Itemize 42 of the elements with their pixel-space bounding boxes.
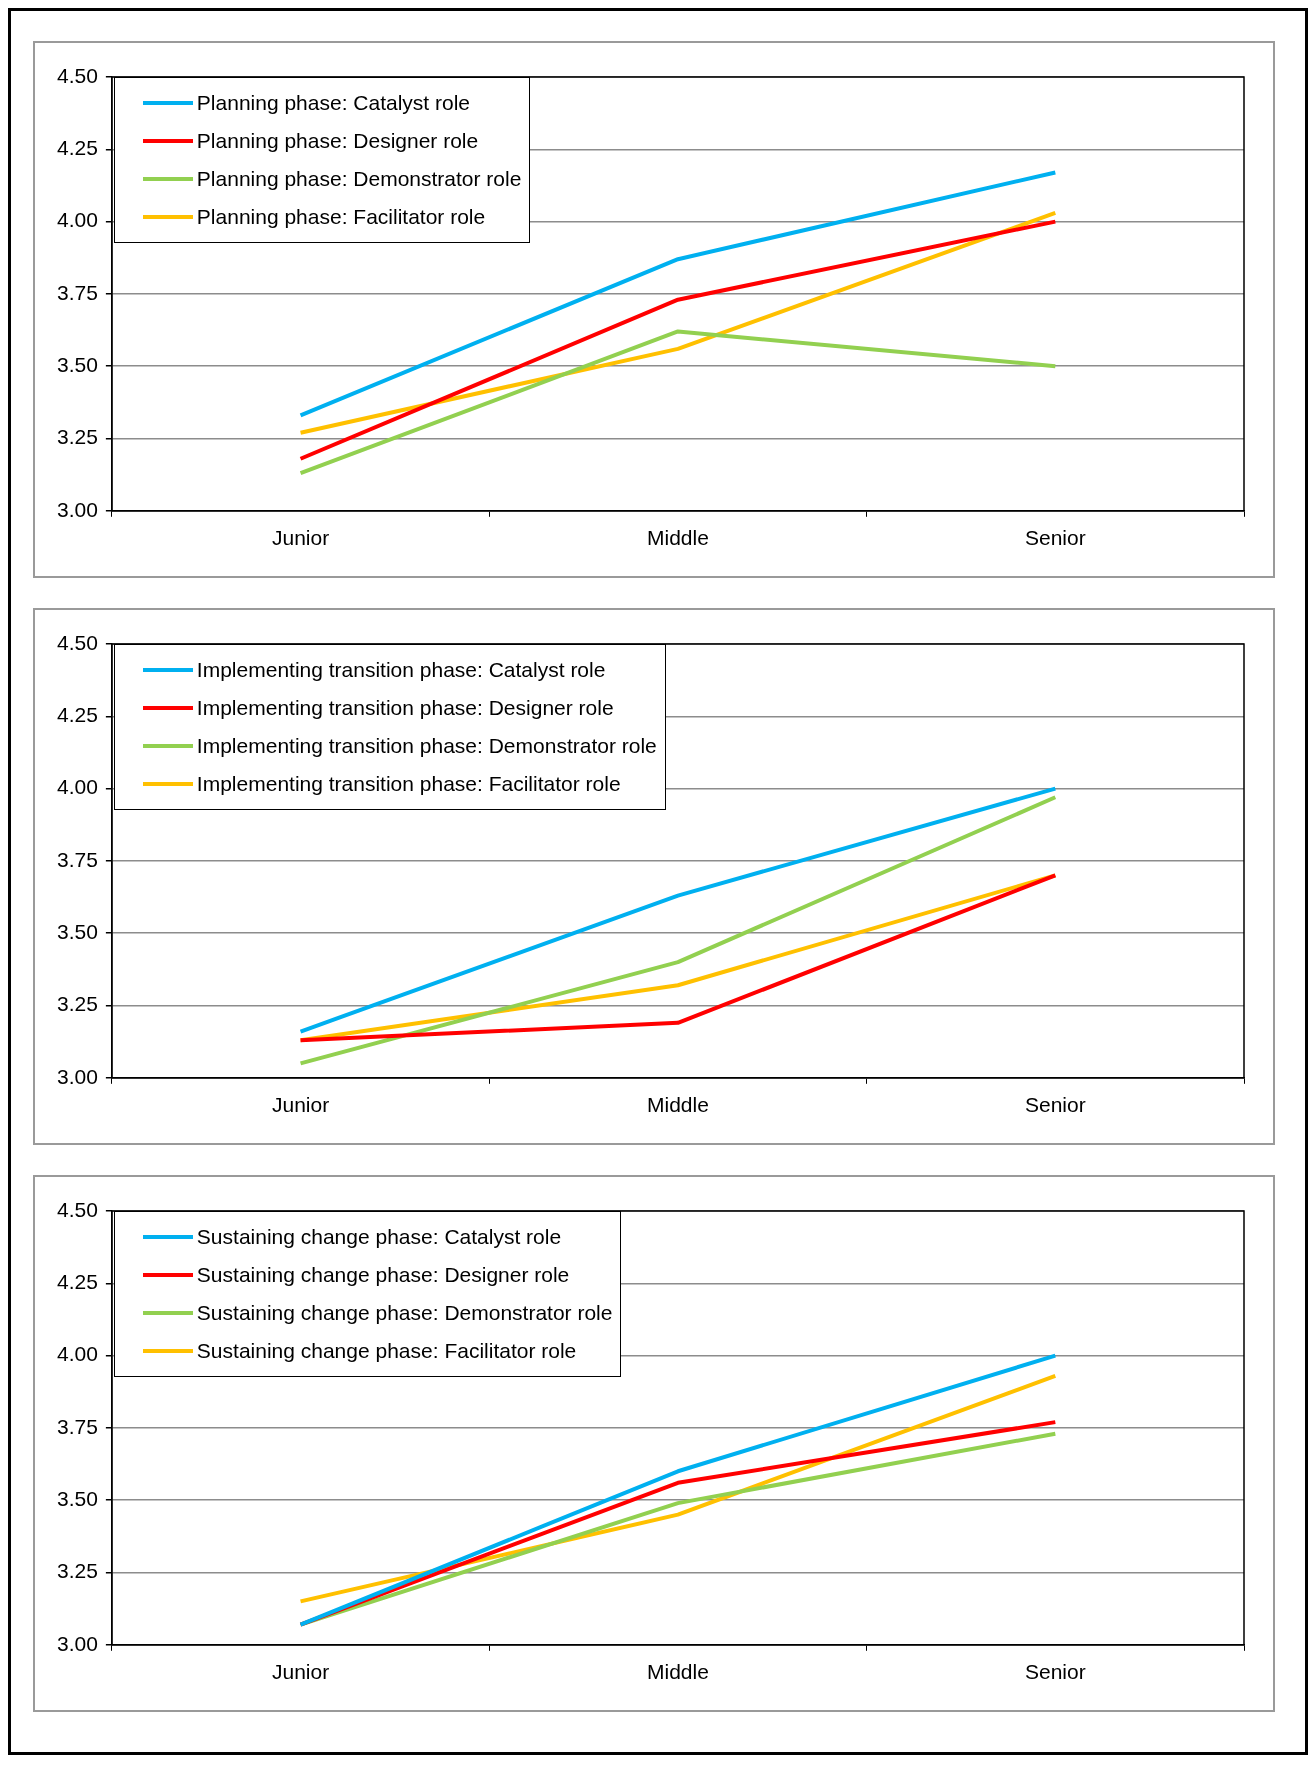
y-tick-label: 3.75	[57, 1414, 98, 1438]
legend-label: Sustaining change phase: Demonstrator role	[196, 1301, 613, 1325]
y-tick-label: 3.50	[57, 1487, 98, 1510]
legend-label: Planning phase: Catalyst role	[196, 91, 471, 115]
y-tick-label: 4.25	[57, 1270, 98, 1294]
legend-label: Planning phase: Designer role	[196, 129, 479, 153]
y-tick-label: 4.00	[57, 775, 98, 799]
y-tick-label: 3.00	[57, 1064, 98, 1088]
legend-label: Implementing transition phase: Facilitator role	[196, 772, 621, 796]
x-tick-label: Senior	[1024, 1660, 1086, 1684]
x-tick-label: Middle	[647, 526, 709, 550]
y-tick-label: 3.50	[57, 353, 98, 376]
y-tick-label: 4.50	[57, 63, 98, 87]
y-tick-label: 3.25	[57, 992, 98, 1016]
y-tick-label: 3.50	[57, 920, 98, 943]
y-tick-label: 4.00	[57, 208, 98, 232]
x-tick-label: Junior	[271, 1093, 330, 1117]
y-tick-label: 3.25	[57, 1559, 98, 1583]
y-tick-label: 3.75	[57, 847, 98, 871]
x-tick-label: Senior	[1024, 526, 1086, 550]
x-tick-label: Junior	[271, 1660, 330, 1684]
y-tick-label: 3.25	[57, 425, 98, 449]
legend-label: Sustaining change phase: Designer role	[196, 1263, 570, 1287]
y-tick-label: 3.00	[57, 497, 98, 521]
x-tick-label: Middle	[647, 1660, 709, 1684]
y-tick-label: 4.50	[57, 1197, 98, 1221]
y-tick-label: 4.25	[57, 703, 98, 727]
x-tick-label: Junior	[271, 526, 330, 550]
legend-label: Implementing transition phase: Demonstrator role	[196, 734, 657, 758]
legend-label: Implementing transition phase: Designer role	[196, 696, 614, 720]
x-tick-label: Senior	[1024, 1093, 1086, 1117]
y-tick-label: 3.75	[57, 280, 98, 304]
y-tick-label: 4.25	[57, 136, 98, 160]
legend-label: Planning phase: Demonstrator role	[196, 167, 522, 191]
legend-label: Implementing transition phase: Catalyst role	[196, 658, 606, 682]
y-tick-label: 4.50	[57, 630, 98, 654]
y-tick-label: 4.00	[57, 1342, 98, 1366]
x-tick-label: Middle	[647, 1093, 709, 1117]
legend-label: Sustaining change phase: Facilitator role	[196, 1339, 577, 1363]
y-tick-label: 3.00	[57, 1631, 98, 1655]
legend-label: Sustaining change phase: Catalyst role	[196, 1225, 562, 1249]
legend-label: Planning phase: Facilitator role	[196, 205, 486, 229]
